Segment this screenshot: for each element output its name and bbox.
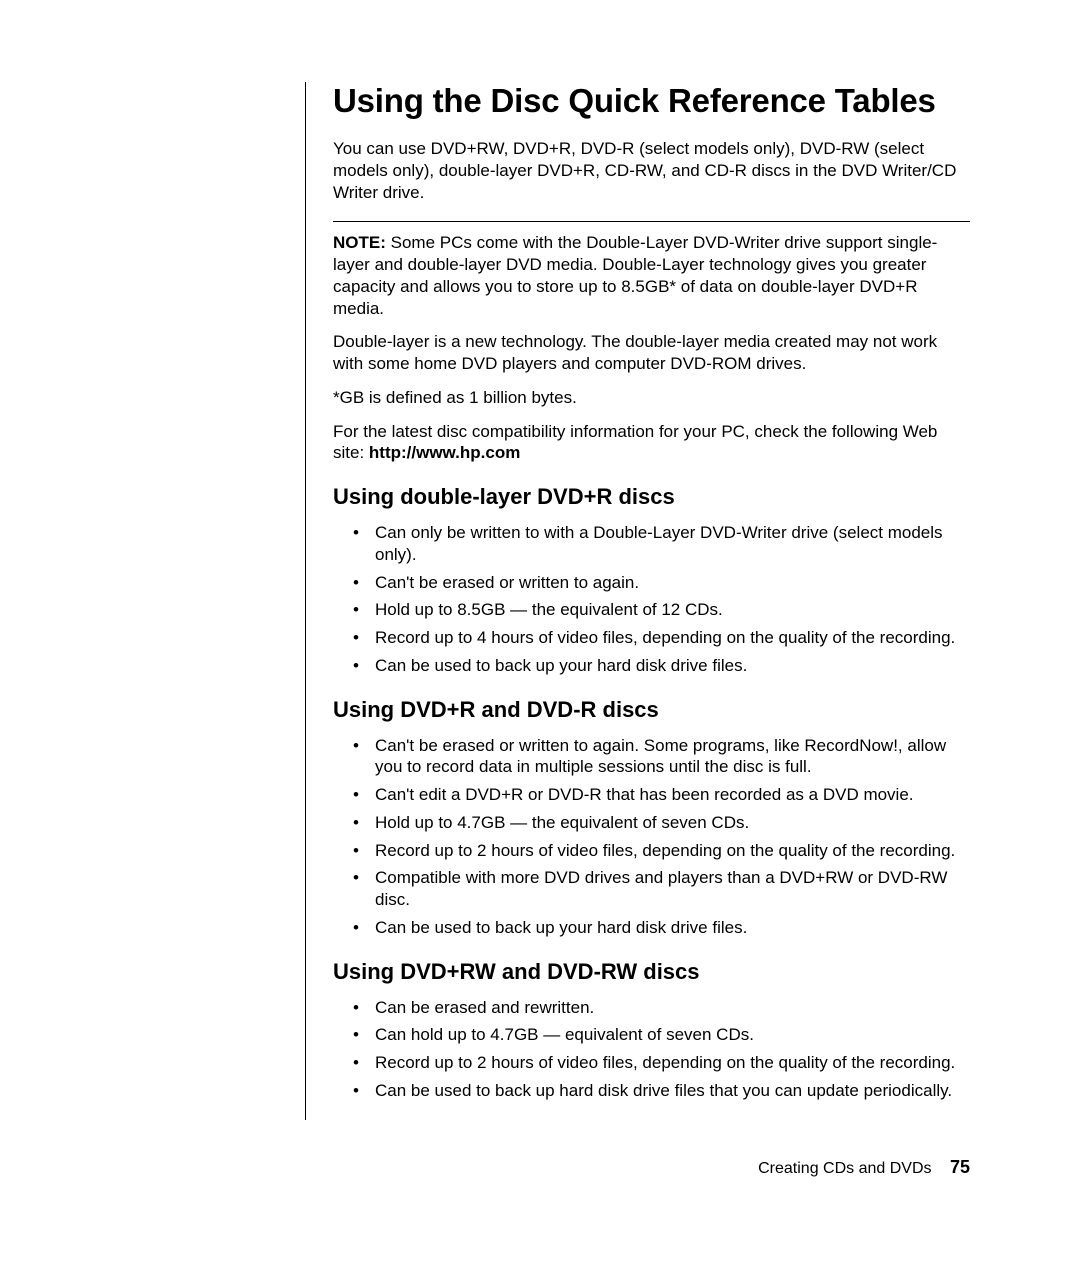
list-item: Can only be written to with a Double-Lay… — [353, 522, 970, 566]
list-item: Can be used to back up your hard disk dr… — [353, 655, 970, 677]
list-item: Hold up to 8.5GB — the equivalent of 12 … — [353, 599, 970, 621]
section-heading-2: Using DVD+RW and DVD-RW discs — [333, 959, 970, 985]
section-list-2: Can be erased and rewritten. Can hold up… — [333, 997, 970, 1102]
list-item: Record up to 2 hours of video files, dep… — [353, 1052, 970, 1074]
section-list-0: Can only be written to with a Double-Lay… — [333, 522, 970, 677]
page-content: Using the Disc Quick Reference Tables Yo… — [305, 82, 970, 1102]
section-list-1: Can't be erased or written to again. Som… — [333, 735, 970, 939]
note-p1: NOTE: Some PCs come with the Double-Laye… — [333, 232, 970, 319]
footer-chapter: Creating CDs and DVDs — [758, 1160, 931, 1177]
note-label: NOTE: — [333, 233, 386, 252]
intro-paragraph: You can use DVD+RW, DVD+R, DVD-R (select… — [333, 138, 970, 203]
list-item: Compatible with more DVD drives and play… — [353, 867, 970, 911]
divider-top — [333, 221, 970, 222]
list-item: Can be used to back up your hard disk dr… — [353, 917, 970, 939]
page-title: Using the Disc Quick Reference Tables — [333, 82, 970, 120]
note-p2: Double-layer is a new technology. The do… — [333, 331, 970, 375]
footer-page-number: 75 — [950, 1157, 970, 1177]
hp-link[interactable]: http://www.hp.com — [369, 443, 520, 462]
list-item: Can be erased and rewritten. — [353, 997, 970, 1019]
list-item: Can't be erased or written to again. Som… — [353, 735, 970, 779]
list-item: Hold up to 4.7GB — the equivalent of sev… — [353, 812, 970, 834]
list-item: Record up to 2 hours of video files, dep… — [353, 840, 970, 862]
page-footer: Creating CDs and DVDs 75 — [758, 1157, 970, 1178]
list-item: Record up to 4 hours of video files, dep… — [353, 627, 970, 649]
note-p3: *GB is defined as 1 billion bytes. — [333, 387, 970, 409]
list-item: Can hold up to 4.7GB — equivalent of sev… — [353, 1024, 970, 1046]
list-item: Can be used to back up hard disk drive f… — [353, 1080, 970, 1102]
list-item: Can't edit a DVD+R or DVD-R that has bee… — [353, 784, 970, 806]
vertical-rule — [305, 82, 306, 1120]
section-heading-0: Using double-layer DVD+R discs — [333, 484, 970, 510]
list-item: Can't be erased or written to again. — [353, 572, 970, 594]
note-p1-text: Some PCs come with the Double-Layer DVD-… — [333, 233, 937, 317]
note-p4: For the latest disc compatibility inform… — [333, 421, 970, 465]
section-heading-1: Using DVD+R and DVD-R discs — [333, 697, 970, 723]
note-block: NOTE: Some PCs come with the Double-Laye… — [333, 232, 970, 464]
